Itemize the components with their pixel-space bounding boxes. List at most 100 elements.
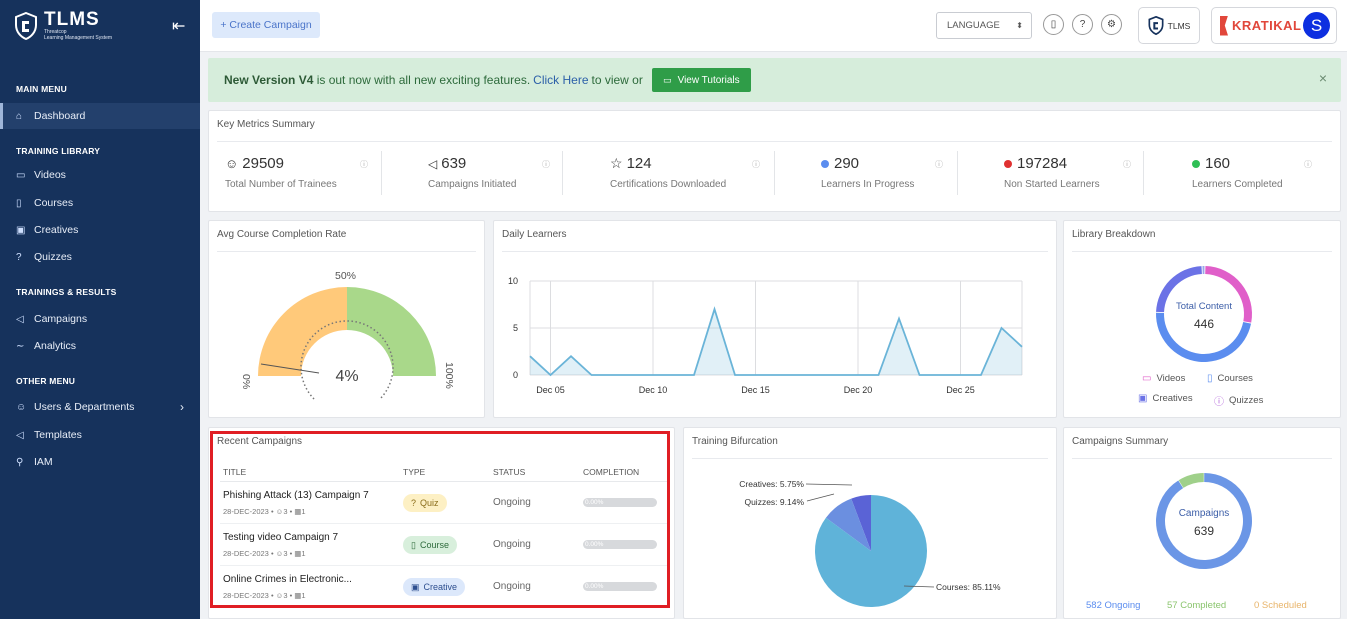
campaign-item-count: 1 [301, 548, 306, 558]
section-other-menu: OTHER MENU [16, 376, 76, 386]
table-row[interactable]: Phishing Attack (13) Campaign 7 28-DEC-2… [220, 481, 670, 524]
campaign-title[interactable]: Testing video Campaign 7 [223, 531, 339, 543]
info-icon[interactable]: ⓘ [935, 160, 943, 169]
table-row[interactable]: Testing video Campaign 7 28-DEC-2023 • ☺… [220, 523, 670, 566]
divider [692, 458, 1048, 459]
collapse-sidebar-icon[interactable]: ⇤ [172, 18, 186, 35]
close-icon[interactable]: × [1318, 70, 1327, 86]
avg-completion-card: Avg Course Completion Rate 50% 0% 100% 4… [208, 220, 485, 418]
pie-label-creatives: Creatives: 5.75% [739, 479, 804, 489]
image-icon: ▣ [16, 224, 26, 236]
help-icon[interactable]: ? [1072, 14, 1093, 35]
card-title: Recent Campaigns [217, 436, 303, 447]
completion-bar: 0.00% [583, 540, 657, 549]
y-tick-label: 5 [513, 323, 518, 333]
info-icon[interactable]: ⓘ [752, 160, 760, 169]
campaign-user-count: 3 [283, 506, 288, 516]
completion-bar: 0.00% [583, 498, 657, 507]
daily-learners-chart: 0 5 10 Dec 05 Dec 10 Dec 15 Dec 20 Dec 25 [508, 276, 1023, 395]
legend-label: Courses [1217, 373, 1253, 384]
y-tick-label: 0 [513, 370, 518, 380]
settings-icon[interactable]: ⚙ [1101, 14, 1122, 35]
info-icon[interactable]: ⓘ [360, 160, 368, 169]
sidebar-item-videos[interactable]: ▭ Videos [0, 162, 200, 188]
avatar[interactable]: S [1303, 12, 1330, 39]
video-icon: ▭ [16, 169, 26, 181]
status-dot [1004, 159, 1012, 168]
legend-videos: ▭ Videos [1142, 373, 1185, 384]
info-icon[interactable]: ⓘ [542, 160, 550, 169]
create-campaign-button[interactable]: + Create Campaign [212, 12, 320, 38]
sidebar-item-users[interactable]: ☺ Users & Departments › [0, 394, 200, 420]
announcement-banner: New Version V4 is out now with all new e… [208, 58, 1341, 102]
legend-label: Creatives [1152, 393, 1193, 404]
grid-icon: ▦ [294, 506, 302, 516]
status-dot [1192, 159, 1200, 168]
image-icon: ▣ [1138, 393, 1148, 404]
slice-ongoing [1156, 473, 1252, 569]
sidebar-item-iam[interactable]: ⚲ IAM [0, 449, 200, 475]
tlms-brand-label: TLMS [1167, 20, 1191, 31]
campaigns-donut-chart: Campaigns 639 [1156, 473, 1252, 569]
sidebar-item-label: Templates [34, 429, 82, 441]
column-header-status: STATUS [490, 463, 580, 482]
info-icon[interactable]: ⓘ [1123, 160, 1131, 169]
logo-title: TLMS [44, 9, 100, 30]
sidebar-item-analytics[interactable]: ∼ Analytics [0, 333, 200, 359]
tlms-brand[interactable]: TLMS [1138, 7, 1200, 44]
sidebar-item-creatives[interactable]: ▣ Creatives [0, 217, 200, 243]
shield-logo-icon [15, 11, 37, 40]
shield-logo-icon [1148, 16, 1164, 35]
status-dot [821, 159, 829, 168]
card-title: Campaigns Summary [1072, 436, 1169, 447]
book-open-icon[interactable]: ▯ [1043, 14, 1064, 35]
divider [217, 251, 476, 252]
campaign-item-count: 1 [301, 506, 306, 516]
megaphone-icon: ◁ [16, 313, 24, 325]
users-icon: ☺ [275, 548, 284, 558]
campaign-title[interactable]: Online Crimes in Electronic... [223, 573, 352, 585]
question-icon: ? [411, 498, 417, 508]
star-icon: ☆ [610, 155, 623, 171]
language-select[interactable]: LANGUAGE ⬍ [936, 12, 1032, 39]
type-badge-creative: ▣ Creative [403, 578, 466, 597]
logo[interactable]: TLMS Threatcop Learning Management Syste… [14, 10, 112, 41]
divider [774, 151, 775, 195]
card-title: Library Breakdown [1072, 229, 1156, 240]
legend-quizzes: ⓘ Quizzes [1214, 393, 1263, 408]
metric-learners-completed: 160 Learners Completed ⓘ [1192, 155, 1312, 190]
legend-courses: ▯ Courses [1207, 373, 1253, 384]
image-icon: ▣ [411, 581, 420, 592]
sidebar-item-courses[interactable]: ▯ Courses [0, 190, 200, 216]
divider [381, 151, 382, 195]
kratikal-brand[interactable]: KRATIKAL S [1211, 7, 1337, 44]
sidebar-item-quizzes[interactable]: ? Quizzes [0, 244, 200, 270]
gauge-value: 4% [335, 368, 358, 385]
metric-value: 639 [441, 155, 467, 172]
click-here-link[interactable]: Click Here [533, 73, 589, 87]
library-breakdown-card: Library Breakdown Total Content 446 ▭ Vid… [1063, 220, 1341, 418]
card-title: Avg Course Completion Rate [217, 229, 347, 240]
sidebar-item-label: Quizzes [34, 251, 72, 263]
sidebar-item-templates[interactable]: ◁ Templates [0, 422, 200, 448]
metric-label: Certifications Downloaded [610, 179, 727, 190]
chart-line-icon: ∼ [16, 340, 25, 352]
campaign-title[interactable]: Phishing Attack (13) Campaign 7 [223, 489, 369, 501]
recent-campaigns-card: Recent Campaigns TITLE TYPE STATUS COMPL… [208, 427, 675, 619]
view-tutorials-button[interactable]: ▭ View Tutorials [651, 68, 751, 92]
view-tutorials-label: View Tutorials [677, 74, 740, 86]
info-icon[interactable]: ⓘ [1304, 160, 1312, 169]
divider [1072, 251, 1332, 252]
completion-bar: 0.00% [583, 582, 657, 591]
type-label: Creative [423, 582, 458, 593]
sidebar-item-campaigns[interactable]: ◁ Campaigns [0, 306, 200, 332]
metric-non-started: 197284 Non Started Learners ⓘ [1004, 155, 1134, 190]
campaign-date: 28-DEC-2023 [223, 590, 269, 600]
metric-value: 197284 [1017, 155, 1068, 172]
kratikal-logo-icon [1220, 15, 1228, 36]
donut-center-value: 446 [1194, 317, 1214, 331]
campaign-meta: 28-DEC-2023 • ☺3 • ▦1 [223, 506, 306, 516]
sidebar-item-dashboard[interactable]: ⌂ Dashboard [0, 103, 200, 129]
user-icon: ☺ [225, 156, 239, 171]
completion-text: 0.00% [585, 583, 604, 590]
